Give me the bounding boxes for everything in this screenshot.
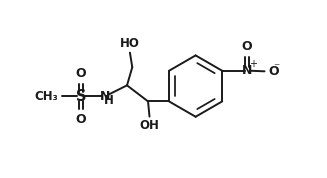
Text: CH₃: CH₃ — [34, 90, 58, 103]
Text: N: N — [242, 64, 252, 77]
Text: H: H — [104, 94, 114, 107]
Text: HO: HO — [120, 37, 140, 50]
Text: S: S — [76, 89, 86, 104]
Text: +: + — [250, 59, 257, 69]
Text: O: O — [268, 65, 279, 78]
Text: ⁻: ⁻ — [274, 61, 280, 74]
Text: O: O — [76, 112, 86, 125]
Text: N: N — [100, 90, 110, 103]
Text: O: O — [242, 40, 252, 53]
Text: O: O — [76, 67, 86, 80]
Text: OH: OH — [140, 119, 160, 132]
